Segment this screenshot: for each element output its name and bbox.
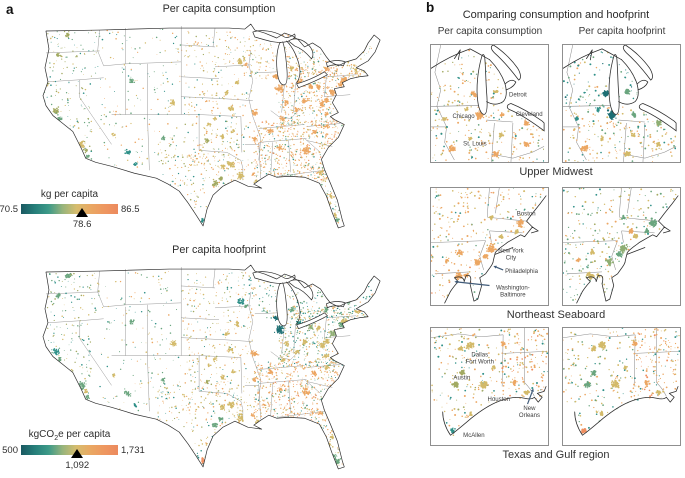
column-header-hoofprint: Per capita hoofprint bbox=[578, 26, 666, 37]
hoofprint-colorbar: kgCO2e per capita 500 1,731 1,092 bbox=[0, 429, 170, 477]
consumption-colorbar-marker-value: 78.6 bbox=[72, 219, 92, 230]
northeast-hoofprint-map-frame bbox=[562, 187, 681, 306]
hoofprint-colorbar-max: 1,731 bbox=[121, 445, 145, 456]
consumption-colorbar-marker-icon bbox=[76, 208, 89, 217]
midwest-consumption-map-frame: Chicago Detroit Cleveland St. Louis bbox=[430, 44, 549, 163]
consumption-map-title: Per capita consumption bbox=[162, 3, 276, 15]
midwest-hoofprint-map-frame bbox=[562, 44, 681, 163]
texas-hoofprint-map-frame bbox=[562, 327, 681, 446]
consumption-colorbar-min: 70.5 bbox=[0, 204, 18, 215]
us-consumption-map bbox=[42, 23, 381, 229]
texas-consumption-map-frame: Dallas Fort Worth Austin Houston New Orleans M… bbox=[430, 327, 549, 446]
consumption-colorbar-gradient bbox=[21, 204, 118, 214]
us-hoofprint-map bbox=[42, 264, 381, 470]
consumption-colorbar-label: kg per capita bbox=[40, 189, 99, 200]
panel-a-label: a bbox=[6, 2, 14, 17]
column-header-consumption: Per capita consumption bbox=[437, 26, 543, 37]
caption-texas-gulf: Texas and Gulf region bbox=[502, 449, 610, 461]
panel-b-title: Comparing consumption and hoofprint bbox=[462, 9, 650, 21]
caption-northeast-seaboard: Northeast Seaboard bbox=[506, 309, 606, 321]
panel-b-label: b bbox=[426, 0, 435, 15]
northeast-consumption-map-frame: Boston New York City Philadelphia Washington… bbox=[430, 187, 549, 306]
hoofprint-colorbar-marker-value: 1,092 bbox=[65, 460, 90, 471]
northeast-hoofprint-map bbox=[563, 188, 679, 305]
consumption-colorbar-max: 86.5 bbox=[121, 204, 140, 215]
hoofprint-colorbar-label: kgCO2e per capita bbox=[28, 429, 111, 442]
hoofprint-colorbar-gradient bbox=[21, 445, 118, 455]
hoofprint-map-title: Per capita hoofprint bbox=[172, 244, 266, 256]
hoofprint-colorbar-min: 500 bbox=[2, 445, 18, 456]
consumption-colorbar: kg per capita 70.5 86.5 78.6 bbox=[0, 189, 170, 237]
hoofprint-colorbar-marker-icon bbox=[71, 449, 84, 458]
midwest-hoofprint-map bbox=[563, 45, 677, 162]
caption-upper-midwest: Upper Midwest bbox=[519, 166, 593, 178]
texas-hoofprint-map bbox=[563, 328, 680, 438]
